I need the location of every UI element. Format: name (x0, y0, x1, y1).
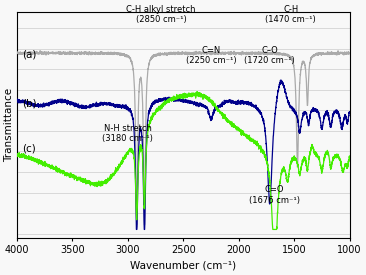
Text: N-H stretch
(3180 cm⁻¹): N-H stretch (3180 cm⁻¹) (102, 124, 153, 143)
Y-axis label: Transmittance: Transmittance (4, 88, 14, 162)
Text: (b): (b) (22, 98, 37, 108)
Text: C–O
(1720 cm⁻¹): C–O (1720 cm⁻¹) (244, 46, 295, 65)
Text: C-H alkyl stretch
(2850 cm⁻¹): C-H alkyl stretch (2850 cm⁻¹) (126, 5, 196, 24)
Text: (c): (c) (22, 144, 36, 153)
Text: (a): (a) (22, 49, 37, 59)
X-axis label: Wavenumber (cm⁻¹): Wavenumber (cm⁻¹) (130, 261, 236, 271)
Text: C=O
(1676 cm⁻¹): C=O (1676 cm⁻¹) (249, 185, 300, 205)
Text: C-H
(1470 cm⁻¹): C-H (1470 cm⁻¹) (265, 5, 316, 24)
Text: C=N
(2250 cm⁻¹): C=N (2250 cm⁻¹) (186, 46, 236, 65)
